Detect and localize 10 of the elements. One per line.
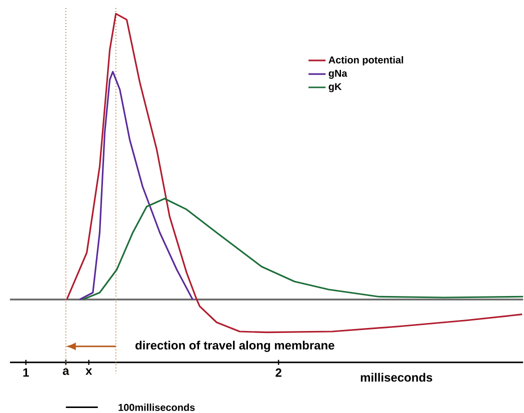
legend-label: gK — [328, 83, 342, 92]
text: 100milliseconds — [118, 403, 195, 411]
x-tick-label: a — [62, 368, 70, 375]
legend-label: gNa — [328, 70, 348, 79]
x-tick-label: 1 — [23, 368, 29, 376]
x-tick-label: x — [86, 368, 92, 375]
legend-label: Action potential — [328, 56, 404, 66]
x-tick-label: 2 — [276, 368, 282, 377]
x-axis-title: milliseconds — [360, 372, 432, 382]
text: direction of travel along membrane — [135, 340, 334, 352]
